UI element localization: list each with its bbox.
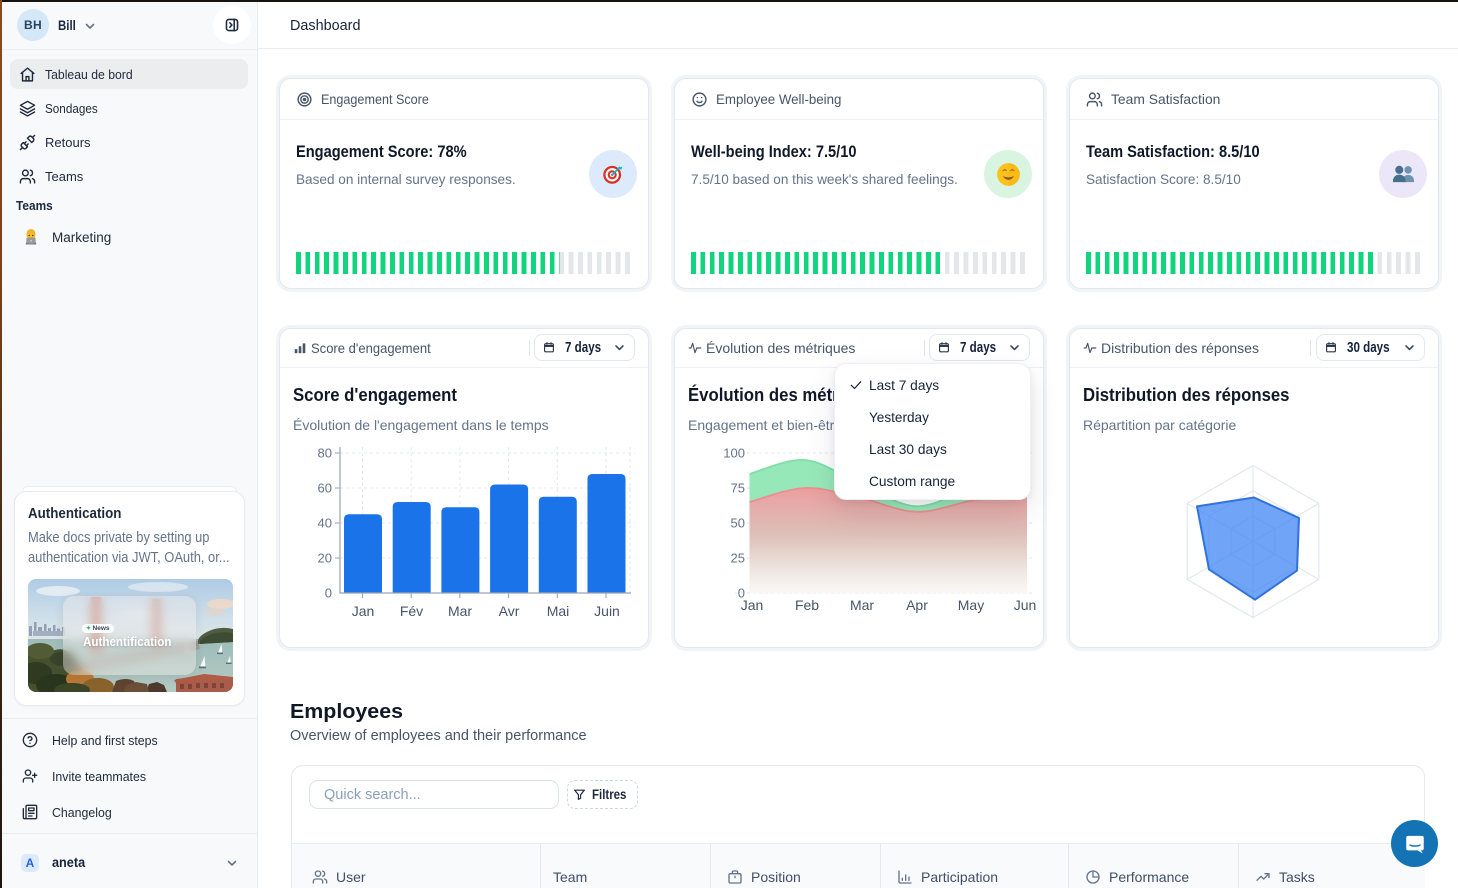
svg-text:40: 40: [318, 516, 332, 531]
svg-text:80: 80: [318, 446, 332, 461]
svg-text:0: 0: [325, 586, 332, 601]
svg-text:25: 25: [731, 551, 745, 566]
svg-text:50: 50: [731, 516, 745, 531]
svg-text:Fév: Fév: [400, 603, 423, 619]
svg-text:May: May: [958, 597, 984, 613]
svg-text:Mai: Mai: [547, 603, 570, 619]
svg-text:60: 60: [318, 481, 332, 496]
svg-text:0: 0: [738, 586, 745, 601]
svg-text:75: 75: [731, 481, 745, 496]
svg-text:Juin: Juin: [594, 603, 620, 619]
svg-text:20: 20: [318, 551, 332, 566]
svg-text:Avr: Avr: [499, 603, 520, 619]
svg-text:Jan: Jan: [741, 597, 764, 613]
svg-text:Mar: Mar: [448, 603, 472, 619]
svg-text:Mar: Mar: [850, 597, 874, 613]
svg-text:100: 100: [723, 446, 745, 461]
svg-text:Feb: Feb: [795, 597, 819, 613]
svg-text:Apr: Apr: [906, 597, 928, 613]
svg-text:Jan: Jan: [352, 603, 375, 619]
svg-text:Jun: Jun: [1014, 597, 1037, 613]
